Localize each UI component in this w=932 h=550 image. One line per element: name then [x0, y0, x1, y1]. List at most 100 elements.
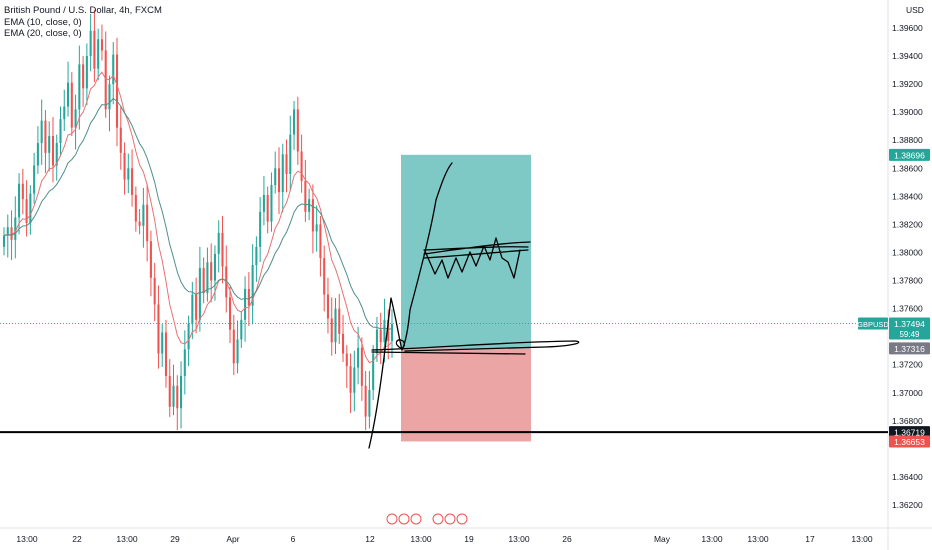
candle-body[interactable] [85, 56, 88, 89]
candle-body[interactable] [266, 194, 269, 222]
candle-body[interactable] [330, 318, 333, 343]
candle-body[interactable] [372, 353, 375, 390]
candle-body[interactable] [180, 375, 183, 409]
candle-body[interactable] [360, 347, 363, 386]
event-marker[interactable] [398, 513, 410, 525]
candle-body[interactable] [255, 246, 258, 266]
candle-body[interactable] [240, 319, 243, 340]
candle-body[interactable] [206, 262, 209, 294]
candle-body[interactable] [274, 168, 277, 186]
candle-body[interactable] [67, 82, 70, 107]
candle-body[interactable] [89, 30, 92, 57]
candle-body[interactable] [168, 375, 171, 407]
candle-body[interactable] [364, 385, 367, 417]
candle-body[interactable] [300, 151, 303, 181]
event-marker[interactable] [386, 513, 398, 525]
candle-body[interactable] [221, 232, 224, 267]
candle-body[interactable] [115, 54, 119, 128]
candle-body[interactable] [51, 136, 55, 166]
event-marker[interactable] [444, 513, 456, 525]
candle-body[interactable] [55, 143, 58, 166]
candle-body[interactable] [191, 294, 194, 325]
candle-body[interactable] [296, 109, 299, 152]
candle-body[interactable] [138, 221, 141, 226]
candle-body[interactable] [82, 64, 85, 89]
candle-body[interactable] [78, 64, 81, 110]
candle-body[interactable] [353, 367, 356, 393]
candle-body[interactable] [338, 308, 341, 334]
candle-body[interactable] [131, 168, 134, 195]
candle-body[interactable] [40, 120, 43, 144]
candle-body[interactable] [357, 347, 360, 368]
candle-body[interactable] [21, 183, 24, 200]
candle-body[interactable] [383, 319, 386, 343]
candle-body[interactable] [311, 199, 314, 232]
event-marker[interactable] [456, 513, 468, 525]
candle-body[interactable] [345, 353, 348, 367]
candle-body[interactable] [217, 232, 220, 254]
candle-body[interactable] [123, 152, 126, 180]
candle-body[interactable] [59, 119, 62, 144]
candle-body[interactable] [172, 385, 175, 407]
candle-body[interactable] [285, 154, 288, 174]
candle-body[interactable] [251, 265, 254, 306]
candle-body[interactable] [232, 329, 235, 364]
candle-body[interactable] [153, 277, 156, 305]
candle-body[interactable] [108, 84, 111, 110]
candle-body[interactable] [315, 224, 318, 232]
candle-body[interactable] [247, 288, 250, 306]
candle-body[interactable] [63, 106, 66, 120]
candle-body[interactable] [304, 180, 307, 212]
candle-body[interactable] [375, 329, 378, 354]
candle-body[interactable] [379, 329, 382, 343]
loss-zone[interactable] [401, 348, 531, 442]
candle-body[interactable] [142, 204, 145, 226]
candle-body[interactable] [323, 258, 326, 295]
candle-body[interactable] [29, 193, 32, 224]
candle-body[interactable] [112, 54, 115, 85]
candle-body[interactable] [97, 39, 100, 69]
candle-body[interactable] [127, 168, 130, 180]
candle-body[interactable] [195, 294, 198, 320]
candle-body[interactable] [210, 262, 213, 281]
candle-body[interactable] [10, 227, 13, 240]
event-marker[interactable] [432, 513, 444, 525]
candle-body[interactable] [104, 50, 107, 110]
candle-body[interactable] [368, 389, 371, 417]
candle-body[interactable] [198, 267, 201, 320]
candle-body[interactable] [100, 39, 103, 51]
candle-body[interactable] [213, 253, 216, 281]
candle-body[interactable] [334, 308, 337, 343]
candle-body[interactable] [164, 332, 168, 376]
candle-body[interactable] [202, 267, 205, 294]
candle-body[interactable] [387, 319, 390, 341]
candle-body[interactable] [259, 211, 262, 247]
candle-body[interactable] [293, 109, 296, 135]
candle-body[interactable] [270, 185, 273, 222]
candle-body[interactable] [228, 297, 232, 330]
candle-body[interactable] [289, 134, 292, 174]
candle-body[interactable] [93, 30, 96, 69]
candle-body[interactable] [2, 235, 6, 247]
candle-body[interactable] [244, 288, 247, 320]
event-marker[interactable] [410, 513, 422, 525]
candle-body[interactable] [157, 304, 160, 354]
candle-body[interactable] [33, 165, 36, 194]
candle-body[interactable] [18, 183, 21, 218]
candle-body[interactable] [281, 154, 284, 193]
candle-body[interactable] [36, 143, 39, 166]
candle-body[interactable] [308, 199, 311, 212]
candle-body[interactable] [176, 385, 179, 409]
candle-body[interactable] [236, 339, 239, 364]
candle-body[interactable] [70, 82, 73, 128]
candle-body[interactable] [149, 241, 152, 278]
candle-body[interactable] [119, 127, 122, 153]
candle-body[interactable] [349, 366, 352, 393]
candle-body[interactable] [262, 194, 265, 212]
candle-body[interactable] [48, 136, 51, 153]
candle-body[interactable] [25, 199, 28, 224]
candle-body[interactable] [6, 227, 9, 236]
candle-body[interactable] [390, 324, 394, 341]
